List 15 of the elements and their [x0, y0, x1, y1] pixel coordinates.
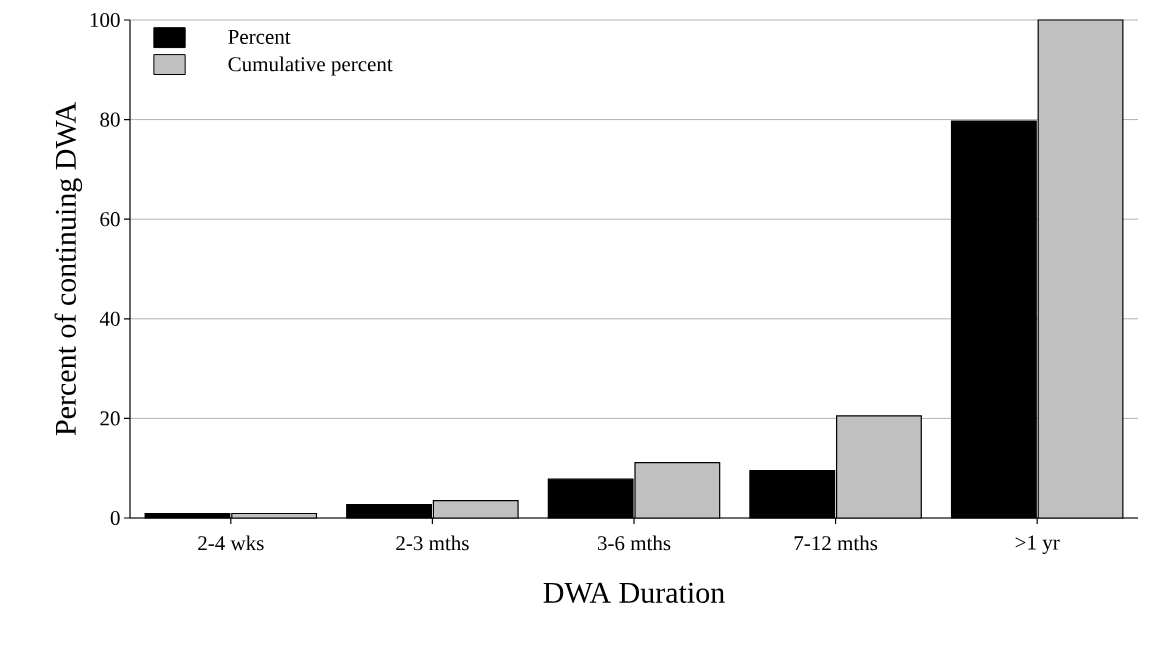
y-tick-label: 40: [99, 311, 120, 326]
x-axis-title: DWA Duration: [543, 582, 725, 604]
y-tick-label: 80: [100, 112, 120, 127]
legend-label: Cumulative percent: [228, 56, 393, 76]
y-tick-label: 100: [90, 12, 120, 28]
x-tick-label: 2-3 mths: [396, 535, 469, 551]
y-tick-label: 0: [110, 510, 120, 526]
y-tick-label: 60: [100, 212, 120, 227]
x-tick-label: 3-6 mths: [597, 535, 671, 551]
x-tick-label: 7-12 mths: [794, 535, 878, 551]
legend-label: Percent: [228, 30, 291, 44]
x-tick-label: 2-4 wks: [198, 535, 264, 551]
x-tick-label: >1 yr: [1015, 535, 1060, 554]
y-tick-label: 20: [100, 411, 120, 426]
y-axis-title: Percent of continuing DWA: [54, 102, 83, 436]
